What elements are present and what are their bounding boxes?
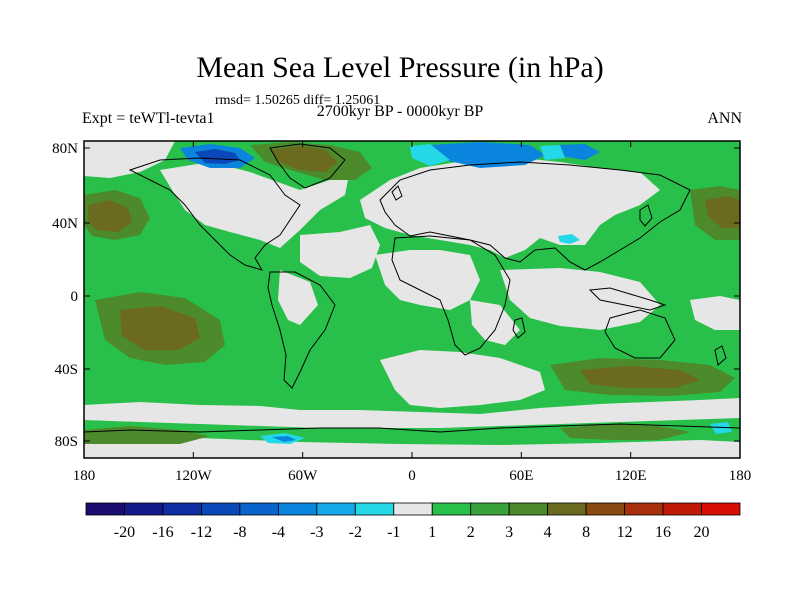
field-cyan-east-arctic <box>540 145 565 160</box>
field-white-arctic-west <box>84 141 175 178</box>
colorbar-label: -20 <box>114 524 135 541</box>
lon-tick-label: 60E <box>509 468 533 484</box>
lat-tick-label: 40N <box>52 216 78 232</box>
lat-tick-label: 40S <box>55 362 78 378</box>
field-blue-siberian-arctic <box>430 142 545 168</box>
coast-madagascar <box>512 317 526 339</box>
field-olive-greenland <box>270 146 338 172</box>
field-darkgreen-antarctic-east <box>560 424 690 440</box>
map-field <box>84 141 740 458</box>
field-white-indian-ocean <box>500 268 660 330</box>
colorbar-label: 1 <box>428 524 436 541</box>
field-white-southern-band <box>84 398 740 428</box>
colorbar-box <box>162 502 202 516</box>
lat-tick-label: 80N <box>52 141 78 157</box>
field-cyan-siberian-arctic <box>410 144 450 166</box>
field-white-south-america <box>278 270 318 325</box>
field-white-north-america <box>160 162 350 248</box>
experiment-label: Expt = teWTl-tevta1 <box>82 110 215 127</box>
coastlines <box>84 143 740 433</box>
chart-title: Mean Sea Level Pressure (in hPa) <box>196 51 604 84</box>
colorbar-box <box>239 502 279 516</box>
field-cyan-asia <box>558 234 580 244</box>
colorbar-box <box>470 502 510 516</box>
colorbar-box <box>547 502 587 516</box>
rmsd-diff-stats: rmsd= 1.50265 diff= 1.25061 <box>215 93 381 108</box>
coast-south-america <box>267 271 336 389</box>
field-white-atlantic-north <box>300 225 380 278</box>
lon-tick-label: 0 <box>408 468 416 484</box>
colorbar-label: 12 <box>617 524 633 541</box>
colorbar-label: -1 <box>387 524 400 541</box>
colorbar-label: 2 <box>467 524 475 541</box>
colorbar-box <box>585 502 625 516</box>
coast-japan <box>639 204 653 227</box>
lon-tick-label: 180 <box>73 468 96 484</box>
coast-greenland <box>269 143 346 189</box>
colorbar-box <box>277 502 318 516</box>
coast-africa <box>391 235 511 356</box>
colorbar-labels: -20 -16 -12 -8 -4 -3 -2 -1 1 2 3 4 8 12 16 20 <box>114 524 710 541</box>
colorbar-label: 8 <box>582 524 590 541</box>
coast-europe-asia <box>379 161 691 271</box>
field-cyan-antarctic-east <box>710 422 732 434</box>
colorbar-label: -2 <box>349 524 362 541</box>
lon-tick-label: 180 <box>729 468 752 484</box>
colorbar-boxes <box>85 502 741 516</box>
coast-antarctica <box>84 423 740 433</box>
colorbar-label: -12 <box>191 524 212 541</box>
field-blue-antarctic <box>272 436 296 442</box>
field-olive-north-pacific-east <box>705 196 740 228</box>
colorbar-box <box>124 502 164 516</box>
coast-new-zealand <box>714 345 727 366</box>
colorbar-label: -3 <box>310 524 323 541</box>
field-olive-southern-indian <box>580 366 700 388</box>
field-blue-east-arctic <box>555 144 600 160</box>
colorbar-box <box>701 502 741 516</box>
field-white-atlantic-central <box>375 250 480 310</box>
longitude-tick-group: 180 120W 60W 0 60E 120E 180 <box>73 141 752 484</box>
colorbar-box <box>431 502 472 516</box>
colorbar-box <box>393 502 433 516</box>
field-white-antarctic-south <box>84 438 740 458</box>
lat-tick-label: 80S <box>55 434 78 450</box>
lon-tick-label: 120W <box>175 468 213 484</box>
coast-uk <box>391 185 403 201</box>
field-darkblue-canadian-arctic <box>195 149 240 164</box>
colorbar-box <box>85 502 125 516</box>
latitude-tick-group: 80N 40N 0 40S 80S <box>52 141 740 450</box>
colorbar-label: 3 <box>505 524 513 541</box>
coast-north-america <box>128 157 301 271</box>
lon-tick-label: 120E <box>615 468 647 484</box>
colorbar-label: -8 <box>233 524 246 541</box>
colorbar-label: -16 <box>152 524 173 541</box>
field-olive-south-pacific <box>120 306 200 350</box>
colorbar-box <box>201 502 241 516</box>
time-period-label: 2700kyr BP - 0000kyr BP <box>316 103 484 120</box>
field-white-africa-east <box>470 300 520 345</box>
colorbar-label: -4 <box>272 524 285 541</box>
colorbar-box <box>508 502 549 516</box>
colorbar-box <box>316 502 356 516</box>
coast-indonesia <box>588 287 667 311</box>
colorbar-box <box>662 502 702 516</box>
colorbar-label: 4 <box>544 524 552 541</box>
season-label: ANN <box>707 110 742 127</box>
colorbar-label: 16 <box>655 524 671 541</box>
colorbar-label: 20 <box>694 524 710 541</box>
field-olive-north-pacific <box>88 200 132 232</box>
colorbar-box <box>624 502 664 516</box>
lat-tick-label: 0 <box>71 289 79 305</box>
field-white-southern-atlantic <box>380 350 545 408</box>
lon-tick-label: 60W <box>288 468 318 484</box>
colorbar-box <box>354 502 395 516</box>
field-white-pacific-east <box>690 296 740 330</box>
coast-australia <box>604 309 676 359</box>
